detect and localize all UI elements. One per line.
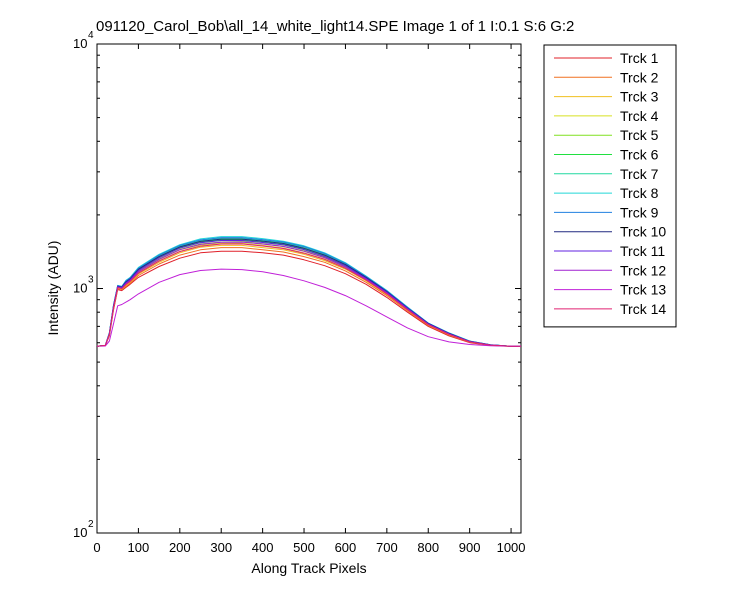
y-tick-label: 10: [73, 281, 87, 296]
x-tick-label: 100: [128, 540, 150, 555]
x-tick-label: 0: [93, 540, 100, 555]
legend-entry-7: Trck 7: [620, 166, 659, 182]
x-tick-label: 600: [335, 540, 357, 555]
y-tick-label: 10: [73, 36, 87, 51]
legend-entry-12: Trck 12: [620, 262, 666, 278]
legend-entry-9: Trck 9: [620, 204, 659, 220]
x-tick-label: 200: [169, 540, 191, 555]
legend-entry-10: Trck 10: [620, 224, 666, 240]
y-tick-exponent: 2: [88, 519, 94, 530]
legend-entry-8: Trck 8: [620, 185, 659, 201]
legend-entry-4: Trck 4: [620, 108, 659, 124]
legend-entry-3: Trck 3: [620, 89, 659, 105]
x-tick-label: 900: [459, 540, 481, 555]
legend-entry-14: Trck 14: [620, 301, 666, 317]
x-tick-label: 800: [417, 540, 439, 555]
x-tick-label: 1000: [497, 540, 526, 555]
series-line-2: [96, 247, 521, 347]
legend-entry-2: Trck 2: [620, 69, 659, 85]
legend-entry-6: Trck 6: [620, 147, 659, 163]
series-line-1: [96, 250, 521, 347]
legend-entry-11: Trck 11: [620, 243, 665, 259]
legend-box: [543, 44, 677, 328]
x-tick-label: 700: [376, 540, 398, 555]
plot-area: 0 100 200 300 400 500 600 700 800 900 100010210310…: [73, 30, 526, 555]
y-tick-label: 10: [73, 525, 87, 540]
x-axis-label: Along Track Pixels: [251, 560, 366, 576]
x-tick-label: 400: [252, 540, 274, 555]
x-tick-label: 300: [210, 540, 232, 555]
y-axis-label: Intensity (ADU): [45, 241, 61, 336]
axes-box: [96, 43, 522, 534]
x-tick-label: 500: [293, 540, 315, 555]
legend-entry-13: Trck 13: [620, 282, 666, 298]
legend: Trck 1 Trck 2 Trck 3 Trck 4 Trck 5 Trck 6 Trck…: [543, 44, 677, 328]
chart-title: 091120_Carol_Bob\all_14_white_light14.SP…: [96, 18, 574, 35]
legend-entry-1: Trck 1: [620, 50, 659, 66]
y-tick-exponent: 3: [88, 275, 94, 286]
series-line-14: [96, 243, 521, 347]
series-line-13: [96, 268, 521, 347]
y-tick-exponent: 4: [88, 30, 94, 41]
legend-entry-5: Trck 5: [620, 127, 659, 143]
